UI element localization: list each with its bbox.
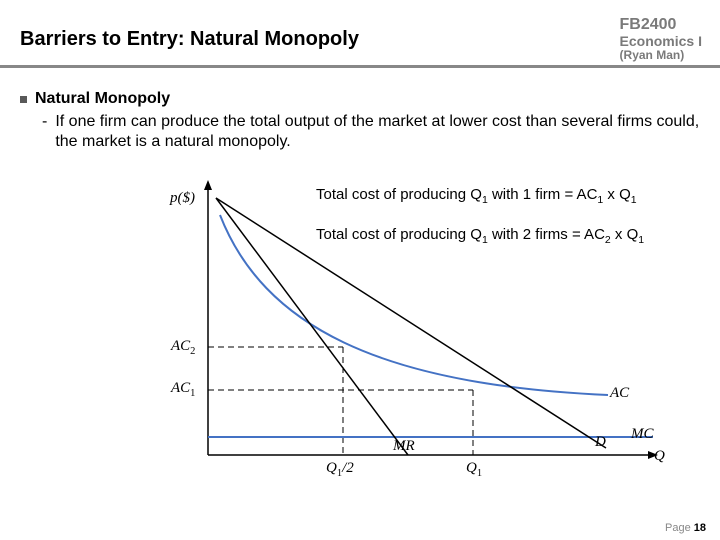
ac2-label: AC2 — [171, 338, 195, 357]
annotation-line-1: Total cost of producing Q1 with 1 firm =… — [316, 186, 637, 206]
ac-curve-label: AC — [610, 385, 629, 402]
bullet-l2-text: If one firm can produce the total output… — [55, 112, 700, 152]
mc-label: MC — [631, 426, 654, 443]
square-bullet-icon — [20, 96, 27, 103]
dash-bullet-icon: - — [42, 112, 47, 132]
page-footer: Page 18 — [665, 522, 706, 534]
annotation-line-2: Total cost of producing Q1 with 2 firms … — [316, 226, 644, 246]
slide-title: Barriers to Entry: Natural Monopoly — [20, 28, 359, 51]
brand-course: Economics I — [620, 34, 702, 49]
q1-half-label: Q1/2 — [326, 460, 354, 479]
monopoly-chart: p($) AC2 AC1 AC MR D MC Q Q1/2 Q1 Total … — [98, 180, 658, 505]
bullet-l1-text: Natural Monopoly — [35, 90, 170, 108]
y-axis-label: p($) — [170, 190, 195, 207]
brand-code: FB2400 — [620, 16, 702, 34]
ac1-label: AC1 — [171, 380, 195, 399]
brand-author: (Ryan Man) — [620, 49, 702, 62]
page-label: Page — [665, 522, 694, 534]
demand-label: D — [595, 434, 606, 451]
branding: FB2400 Economics I (Ryan Man) — [620, 16, 702, 62]
content-area: Natural Monopoly - If one firm can produ… — [20, 90, 700, 152]
bullet-level-2: - If one firm can produce the total outp… — [42, 112, 700, 152]
page-number: 18 — [694, 522, 706, 534]
bullet-level-1: Natural Monopoly — [20, 90, 700, 108]
q1-label: Q1 — [466, 460, 482, 479]
q-axis-label: Q — [654, 448, 665, 465]
mr-label: MR — [393, 438, 415, 455]
